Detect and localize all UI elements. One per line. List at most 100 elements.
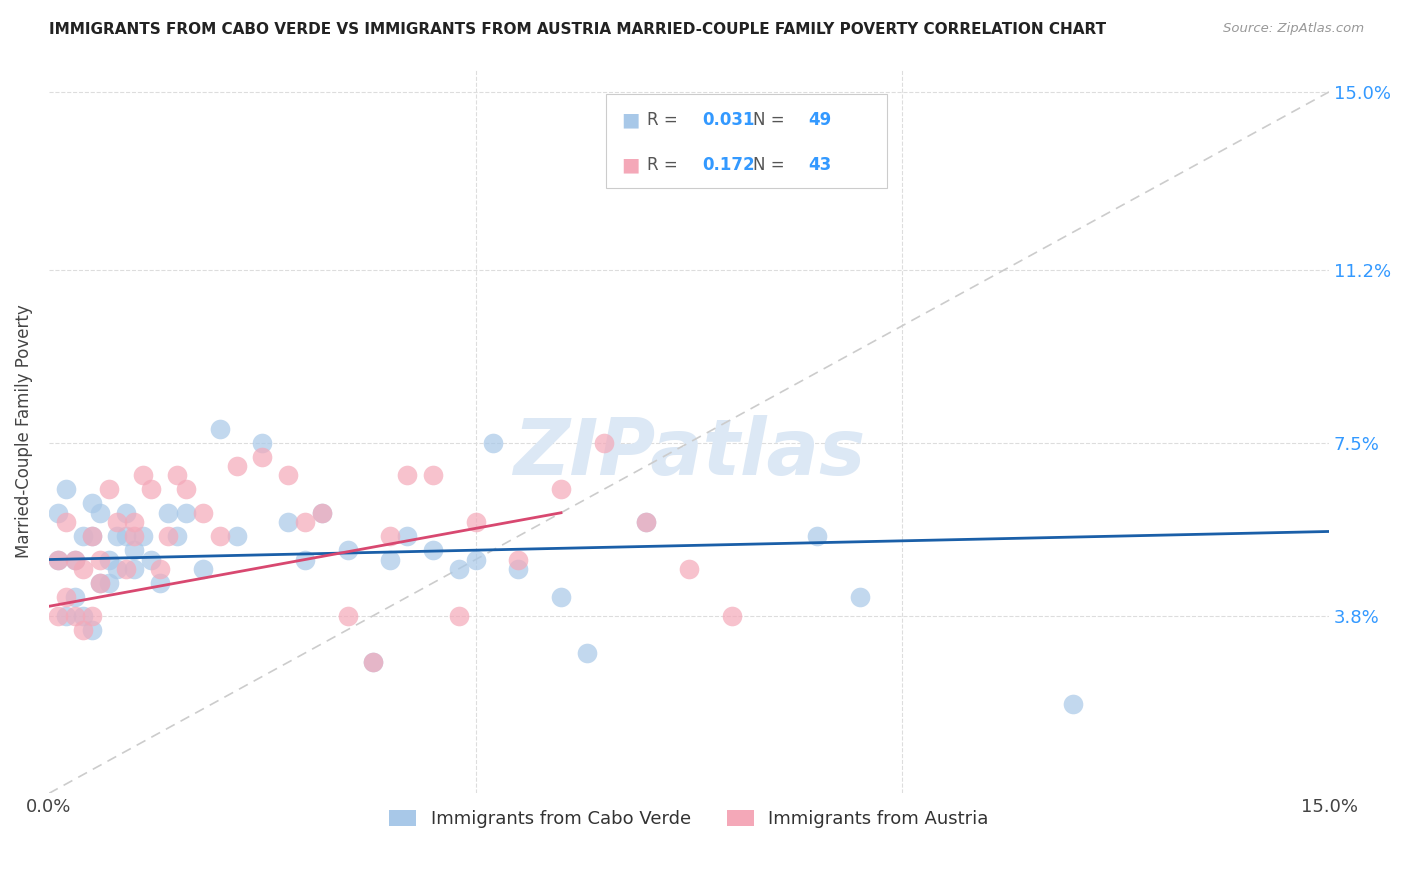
Point <box>97 575 120 590</box>
Text: R =: R = <box>647 155 683 174</box>
Point <box>80 529 103 543</box>
Point <box>72 608 94 623</box>
Point <box>508 552 530 566</box>
Point <box>225 529 247 543</box>
Text: 49: 49 <box>808 112 831 129</box>
Point <box>63 590 86 604</box>
Point <box>89 575 111 590</box>
Point <box>294 552 316 566</box>
Point <box>336 608 359 623</box>
Point <box>55 608 77 623</box>
Point <box>157 529 180 543</box>
Text: ■: ■ <box>621 111 640 129</box>
Point <box>80 608 103 623</box>
Point <box>396 468 419 483</box>
Point <box>55 483 77 497</box>
Point <box>157 506 180 520</box>
Point <box>277 468 299 483</box>
Point <box>336 543 359 558</box>
Point <box>124 562 146 576</box>
Point <box>636 515 658 529</box>
Text: N =: N = <box>754 155 790 174</box>
Text: R =: R = <box>647 112 683 129</box>
Point <box>550 590 572 604</box>
Text: Source: ZipAtlas.com: Source: ZipAtlas.com <box>1223 22 1364 36</box>
Point <box>80 623 103 637</box>
FancyBboxPatch shape <box>606 94 887 188</box>
Point <box>208 421 231 435</box>
Point <box>124 529 146 543</box>
Point <box>464 515 486 529</box>
Text: 0.031: 0.031 <box>702 112 754 129</box>
Point <box>848 590 870 604</box>
Point <box>422 468 444 483</box>
Point <box>80 496 103 510</box>
Point <box>311 506 333 520</box>
Text: ■: ■ <box>621 155 640 174</box>
Point <box>63 552 86 566</box>
Point <box>447 608 470 623</box>
Point <box>636 515 658 529</box>
Point <box>678 562 700 576</box>
Point <box>166 468 188 483</box>
Legend: Immigrants from Cabo Verde, Immigrants from Austria: Immigrants from Cabo Verde, Immigrants f… <box>382 802 995 835</box>
Point <box>55 590 77 604</box>
Point <box>174 483 197 497</box>
Point <box>55 515 77 529</box>
Point <box>89 575 111 590</box>
Point <box>97 483 120 497</box>
Text: 0.172: 0.172 <box>702 155 755 174</box>
Point <box>396 529 419 543</box>
Point <box>252 435 274 450</box>
Point <box>311 506 333 520</box>
Point <box>361 656 384 670</box>
Point <box>89 552 111 566</box>
Point <box>447 562 470 576</box>
Point <box>46 552 69 566</box>
Point <box>89 506 111 520</box>
Point <box>361 656 384 670</box>
Point <box>464 552 486 566</box>
Point <box>575 646 598 660</box>
Point <box>141 552 163 566</box>
Point <box>46 552 69 566</box>
Point <box>105 529 128 543</box>
Point <box>80 529 103 543</box>
Point <box>63 552 86 566</box>
Point <box>149 575 172 590</box>
Point <box>105 515 128 529</box>
Text: IMMIGRANTS FROM CABO VERDE VS IMMIGRANTS FROM AUSTRIA MARRIED-COUPLE FAMILY POVE: IMMIGRANTS FROM CABO VERDE VS IMMIGRANTS… <box>49 22 1107 37</box>
Point <box>63 608 86 623</box>
Point <box>720 608 742 623</box>
Point <box>72 529 94 543</box>
Point <box>46 608 69 623</box>
Point <box>105 562 128 576</box>
Point <box>806 529 828 543</box>
Point <box>481 435 503 450</box>
Point <box>114 506 136 520</box>
Text: ZIPatlas: ZIPatlas <box>513 415 865 491</box>
Text: N =: N = <box>754 112 790 129</box>
Point <box>132 468 155 483</box>
Point <box>72 562 94 576</box>
Text: 43: 43 <box>808 155 831 174</box>
Point <box>114 529 136 543</box>
Point <box>191 506 214 520</box>
Point <box>72 623 94 637</box>
Point <box>380 552 402 566</box>
Point <box>124 515 146 529</box>
Point <box>174 506 197 520</box>
Y-axis label: Married-Couple Family Poverty: Married-Couple Family Poverty <box>15 304 32 558</box>
Point <box>225 458 247 473</box>
Point <box>550 483 572 497</box>
Point <box>508 562 530 576</box>
Point <box>277 515 299 529</box>
Point <box>252 450 274 464</box>
Point <box>1062 698 1084 712</box>
Point <box>132 529 155 543</box>
Point <box>208 529 231 543</box>
Point <box>380 529 402 543</box>
Point <box>592 435 614 450</box>
Point <box>124 543 146 558</box>
Point <box>294 515 316 529</box>
